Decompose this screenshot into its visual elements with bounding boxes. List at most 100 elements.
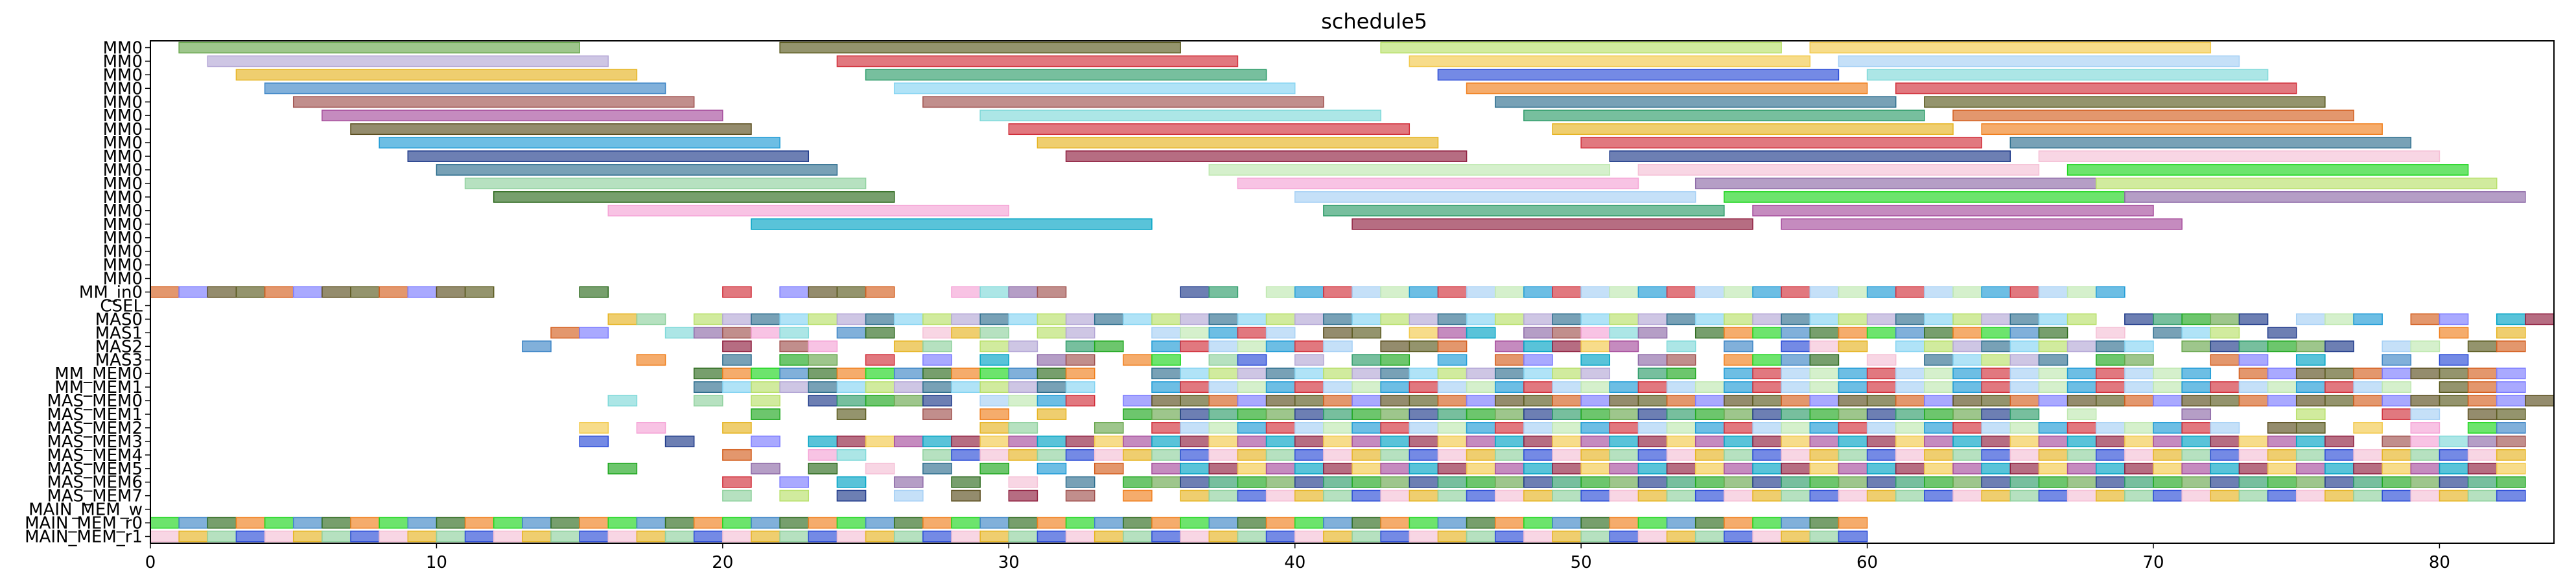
- task-slot: [2439, 395, 2469, 406]
- task-slot: [1437, 381, 1468, 393]
- task-slot: [1838, 381, 1868, 393]
- task-slot: [1380, 517, 1411, 529]
- task-slot: [1008, 489, 1038, 502]
- bars-layer: [150, 41, 2555, 543]
- task-slot: [1294, 313, 1324, 325]
- task-slot: [1065, 517, 1095, 529]
- task-slot: [2295, 354, 2326, 366]
- task-slot: [693, 517, 723, 529]
- task-slot: [2295, 449, 2326, 461]
- task-slot: [865, 517, 895, 529]
- task-slot: [808, 530, 838, 543]
- task-slot: [1180, 395, 1210, 406]
- task-slot: [2353, 422, 2383, 434]
- task-slot: [1323, 489, 1353, 502]
- task-slot: [1265, 422, 1296, 434]
- task-slot: [1180, 368, 1210, 380]
- task-slot: [1352, 489, 1381, 502]
- task-slot: [922, 381, 952, 393]
- task-slot: [1094, 530, 1124, 543]
- task-slot: [2295, 408, 2326, 420]
- task-slot: [2210, 435, 2240, 447]
- task-slot: [1437, 354, 1468, 366]
- task-slot: [1036, 381, 1067, 393]
- task-slot: [493, 517, 523, 529]
- task-slot: [1752, 327, 1782, 339]
- task-slot: [1237, 462, 1267, 475]
- task-slot: [2210, 449, 2240, 461]
- task-slot: [1752, 489, 1782, 502]
- task-slot: [2067, 340, 2097, 353]
- task-slot: [2496, 489, 2526, 502]
- task-slot: [2067, 381, 2097, 393]
- task-slot: [1694, 462, 1725, 475]
- task-slot: [1409, 517, 1439, 529]
- task-slot: [1838, 368, 1868, 380]
- task-bar: [1409, 55, 1811, 67]
- task-slot: [2410, 449, 2441, 461]
- task-slot: [1981, 354, 2011, 366]
- task-slot: [1065, 435, 1095, 447]
- task-slot: [1666, 381, 1696, 393]
- task-slot: [2295, 435, 2326, 447]
- task-slot: [664, 435, 695, 447]
- task-slot: [1781, 395, 1811, 406]
- task-slot: [407, 517, 438, 529]
- task-slot: [1466, 435, 1496, 447]
- task-slot: [1781, 530, 1811, 543]
- task-slot: [1151, 462, 1181, 475]
- task-slot: [1866, 313, 1897, 325]
- task-slot: [1380, 313, 1411, 325]
- task-slot: [922, 530, 952, 543]
- task-slot: [1924, 313, 1954, 325]
- task-slot: [2038, 489, 2068, 502]
- task-slot: [2410, 313, 2441, 325]
- task-slot: [1323, 517, 1353, 529]
- task-slot: [1809, 449, 1840, 461]
- task-slot: [1208, 476, 1239, 488]
- task-bar: [178, 41, 580, 54]
- task-slot: [951, 476, 981, 488]
- y-tick-label: MM0: [103, 134, 143, 153]
- task-slot: [1123, 449, 1153, 461]
- task-slot: [464, 286, 495, 298]
- task-slot: [1008, 286, 1038, 298]
- task-slot: [1409, 340, 1439, 353]
- task-slot: [1552, 340, 1582, 353]
- task-slot: [1494, 408, 1525, 420]
- task-slot: [1694, 476, 1725, 488]
- task-slot: [436, 517, 466, 529]
- task-slot: [1008, 476, 1038, 488]
- task-slot: [1294, 435, 1324, 447]
- task-slot: [1809, 408, 1840, 420]
- task-slot: [2009, 313, 2040, 325]
- task-slot: [2353, 381, 2383, 393]
- task-slot: [2067, 313, 2097, 325]
- task-slot: [722, 381, 752, 393]
- task-slot: [1265, 313, 1296, 325]
- task-slot: [1494, 286, 1525, 298]
- task-slot: [2067, 286, 2097, 298]
- task-slot: [2496, 462, 2526, 475]
- task-slot: [779, 354, 810, 366]
- task-slot: [2324, 489, 2354, 502]
- task-slot: [2525, 313, 2555, 325]
- task-slot: [2095, 368, 2125, 380]
- task-slot: [2009, 381, 2040, 393]
- task-slot: [1294, 381, 1324, 393]
- task-slot: [836, 381, 867, 393]
- task-slot: [2267, 435, 2297, 447]
- task-slot: [2038, 449, 2068, 461]
- task-bar: [1352, 218, 1753, 230]
- task-slot: [722, 286, 752, 298]
- task-slot: [1523, 422, 1553, 434]
- task-slot: [1208, 381, 1239, 393]
- task-slot: [2153, 422, 2183, 434]
- task-slot: [1523, 462, 1553, 475]
- task-slot: [1036, 517, 1067, 529]
- task-slot: [264, 517, 294, 529]
- task-slot: [1151, 435, 1181, 447]
- task-slot: [1924, 286, 1954, 298]
- y-tick-label: MAIN_MEM_r0: [25, 514, 143, 533]
- task-slot: [2496, 340, 2526, 353]
